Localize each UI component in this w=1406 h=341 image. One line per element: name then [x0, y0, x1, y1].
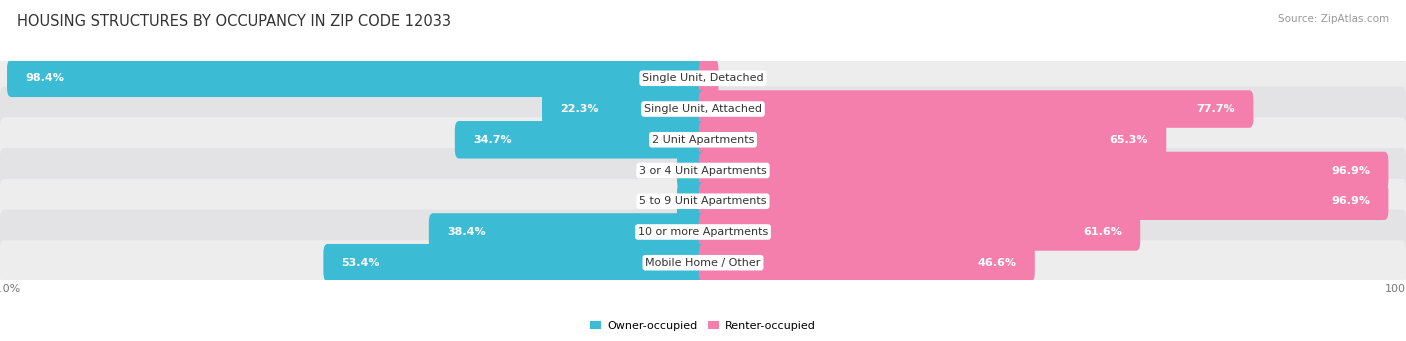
Text: 1.6%: 1.6% [725, 73, 754, 83]
FancyBboxPatch shape [699, 152, 1389, 189]
Text: Single Unit, Detached: Single Unit, Detached [643, 73, 763, 83]
Text: 38.4%: 38.4% [447, 227, 485, 237]
Text: 46.6%: 46.6% [977, 258, 1017, 268]
Text: 61.6%: 61.6% [1083, 227, 1122, 237]
Text: 53.4%: 53.4% [342, 258, 380, 268]
FancyBboxPatch shape [699, 90, 1254, 128]
Text: 77.7%: 77.7% [1197, 104, 1236, 114]
Text: 3.1%: 3.1% [641, 196, 671, 206]
FancyBboxPatch shape [7, 60, 707, 97]
FancyBboxPatch shape [678, 152, 707, 189]
Text: 96.9%: 96.9% [1331, 165, 1371, 176]
FancyBboxPatch shape [323, 244, 707, 281]
Legend: Owner-occupied, Renter-occupied: Owner-occupied, Renter-occupied [586, 316, 820, 335]
FancyBboxPatch shape [456, 121, 707, 159]
Text: 3 or 4 Unit Apartments: 3 or 4 Unit Apartments [640, 165, 766, 176]
FancyBboxPatch shape [543, 90, 707, 128]
Text: 65.3%: 65.3% [1109, 135, 1147, 145]
FancyBboxPatch shape [0, 209, 1406, 254]
FancyBboxPatch shape [0, 56, 1406, 101]
Text: 10 or more Apartments: 10 or more Apartments [638, 227, 768, 237]
Text: 2 Unit Apartments: 2 Unit Apartments [652, 135, 754, 145]
Text: 98.4%: 98.4% [25, 73, 65, 83]
Text: Mobile Home / Other: Mobile Home / Other [645, 258, 761, 268]
Text: 3.1%: 3.1% [641, 165, 671, 176]
FancyBboxPatch shape [699, 182, 1389, 220]
FancyBboxPatch shape [0, 87, 1406, 132]
Text: 34.7%: 34.7% [472, 135, 512, 145]
FancyBboxPatch shape [699, 213, 1140, 251]
FancyBboxPatch shape [0, 240, 1406, 285]
FancyBboxPatch shape [699, 244, 1035, 281]
Text: HOUSING STRUCTURES BY OCCUPANCY IN ZIP CODE 12033: HOUSING STRUCTURES BY OCCUPANCY IN ZIP C… [17, 14, 451, 29]
FancyBboxPatch shape [0, 179, 1406, 224]
FancyBboxPatch shape [0, 148, 1406, 193]
FancyBboxPatch shape [699, 60, 718, 97]
Text: Source: ZipAtlas.com: Source: ZipAtlas.com [1278, 14, 1389, 24]
FancyBboxPatch shape [678, 182, 707, 220]
Text: Single Unit, Attached: Single Unit, Attached [644, 104, 762, 114]
Text: 5 to 9 Unit Apartments: 5 to 9 Unit Apartments [640, 196, 766, 206]
FancyBboxPatch shape [0, 117, 1406, 162]
Text: 96.9%: 96.9% [1331, 196, 1371, 206]
FancyBboxPatch shape [699, 121, 1167, 159]
Text: 22.3%: 22.3% [561, 104, 599, 114]
FancyBboxPatch shape [429, 213, 707, 251]
